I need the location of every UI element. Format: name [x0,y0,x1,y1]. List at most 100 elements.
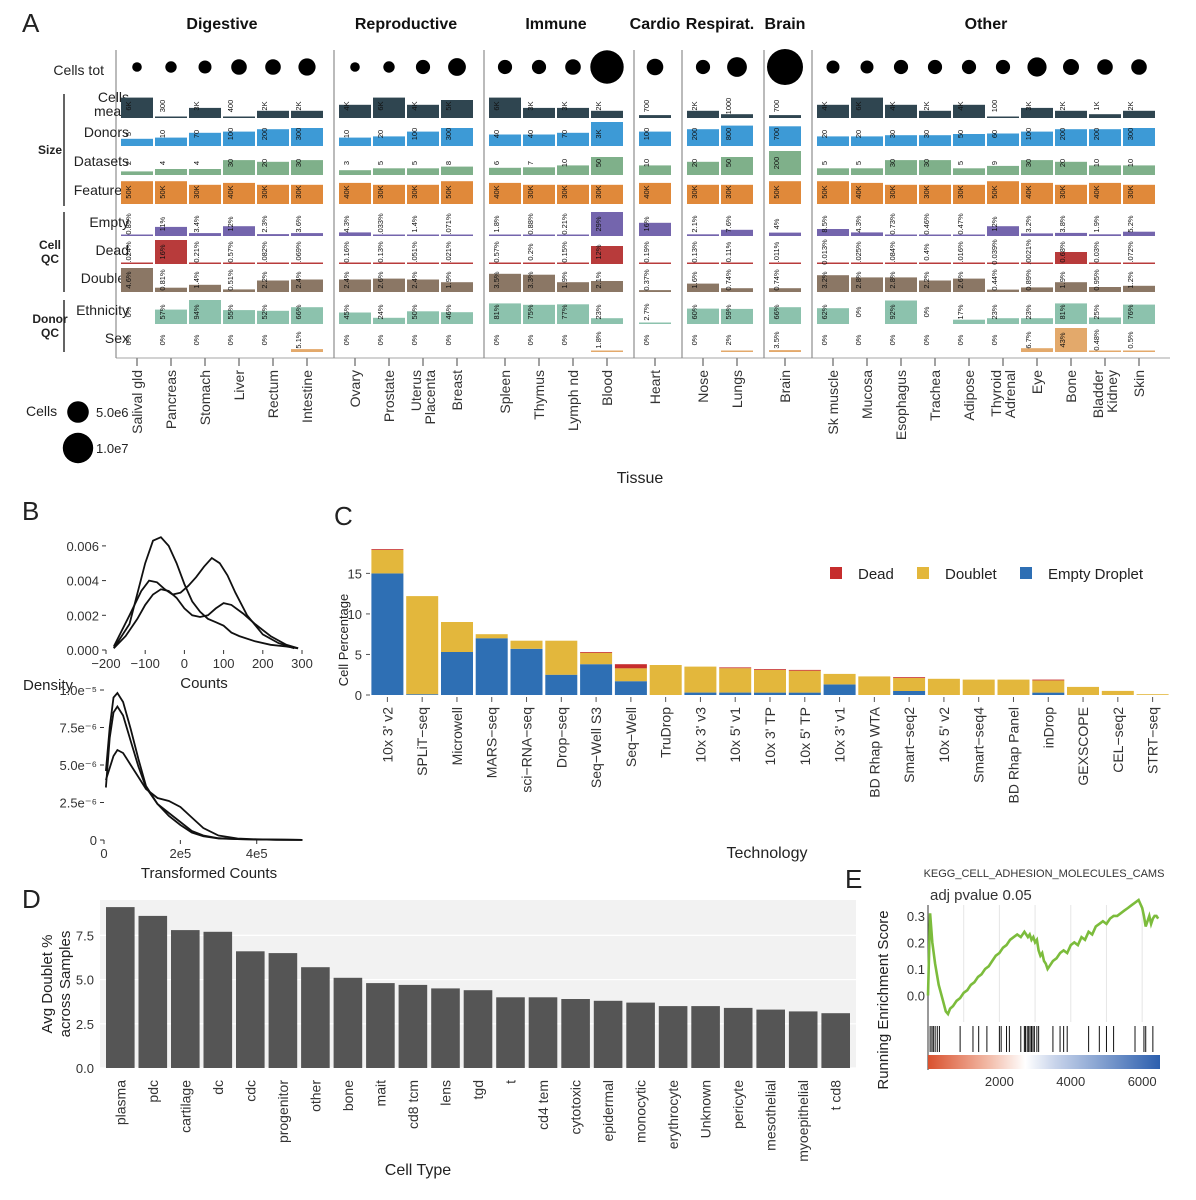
stacked-bar-doublet [893,678,926,691]
cell-value-label: 20 [820,130,829,138]
cell-bar-ethnicity [591,318,623,324]
cells-tot-circle [265,59,281,75]
tissue-label: Bone [1063,370,1079,403]
cell-value-label: 5 [376,161,385,165]
x-tick-label: Smart−seq2 [901,707,917,783]
cell-value-label: 8.5% [820,215,829,232]
tissue-label: Liver [231,370,247,401]
cell-bar-doublet [223,289,255,292]
density-curve [105,748,303,841]
panel-label-b: B [22,496,39,526]
cell-value-label: 4K [342,101,351,110]
cell-value-label: 10 [1126,159,1135,167]
cell-bar-empty [851,232,883,236]
cell-value-label: 0% [158,334,167,345]
cell-value-label: 17% [956,304,965,319]
cell-value-label: 0% [560,334,569,345]
cell-value-label: 1.2% [1126,271,1135,288]
bar-cytotoxic [561,999,590,1068]
cell-value-label: 1.4% [192,271,201,288]
cell-bar-donors [591,122,623,146]
cell-bar-datasets [189,169,221,175]
cell-value-label: 1.8% [492,215,501,232]
cell-value-label: .072% [1126,241,1135,263]
cell-bar-doublet [1123,285,1155,292]
group-header: Cardio [630,16,681,33]
tissue-label: Placenta [422,370,438,425]
density-curve [105,691,303,841]
stacked-bar-doublet [406,596,439,695]
cell-value-label: .069% [294,241,303,263]
row-label-cells-tot: Cells tot [53,62,104,78]
y-axis-title: Avg Doublet % [39,935,56,1034]
cell-bar-datasets [489,167,521,175]
cells-tot-circle [961,59,977,75]
cell-bar-donors [1055,129,1087,146]
cell-bar-ethnicity [407,311,439,324]
cell-value-label: 24% [376,304,385,319]
stacked-bar-doublet [1032,680,1065,693]
y-tick-label: 0.004 [66,574,99,589]
cell-bar-donors [291,128,323,146]
stacked-bar-dead [1032,679,1065,681]
cell-value-label: 700 [642,100,651,113]
cells-tot-circle [1097,59,1113,75]
cell-bar-empty [557,234,589,236]
cell-value-label: 800 [724,128,733,141]
x-tick-label: 10x 5' v2 [936,707,952,763]
x-tick-label: BD Rhap Panel [1005,707,1021,804]
cell-bar-donors [223,131,255,146]
chart-subtitle: adj pvalue 0.05 [930,887,1032,904]
tissue-label: Rectum [265,370,281,418]
legend-swatch [917,567,929,579]
cell-bar-doublet [121,268,153,292]
cell-bar-doublet [189,284,221,292]
tissue-label: Breast [449,370,465,411]
cell-bar-donors [373,136,405,146]
cell-bar-dead [257,262,289,264]
cell-value-label: 0.89% [124,213,133,235]
cell-value-label: 0.5% [1126,331,1135,348]
cell-bar-dead [373,262,405,264]
y-tick-label: 0 [90,833,97,848]
cell-value-label: 5K [444,101,453,110]
cell-value-label: 0% [690,334,699,345]
cell-value-label: .021% [444,241,453,263]
x-tick-label: −100 [131,656,160,671]
x-tick-label: other [307,1080,323,1112]
tissue-label: Prostate [381,370,397,422]
cell-value-label: 94% [192,304,201,319]
cell-bar-features [721,184,753,204]
bar-unknown [691,1006,720,1068]
bar-erythrocyte [658,1006,688,1068]
tissue-label: Bladder [1090,370,1106,419]
stacked-bar-empty-droplet [475,638,508,695]
x-tick-label: bone [340,1080,356,1111]
stacked-bar-doublet [719,668,752,693]
cell-value-label: 4K [410,101,419,110]
panel-d-doublet-bars: 0.0 2.5 5.0 7.5 plasma pdc cartilage dc cdc proge… [39,900,856,1179]
cell-bar-cells_mean [639,115,671,118]
cell-bar-ethnicity [721,308,753,324]
cell-value-label: 0% [410,334,419,345]
cell-value-label: 10 [1092,159,1101,167]
cell-bar-empty [591,212,623,236]
cell-bar-empty [189,233,221,236]
cell-value-label: 300 [444,128,453,141]
cell-value-label: 3K [192,101,201,110]
row-label-datasets: Datasets [74,153,129,169]
x-tick-label: sci−RNA−seq [519,707,535,793]
cell-value-label: 30K [724,185,733,198]
cell-bar-datasets [407,168,439,175]
cell-bar-ethnicity [1055,303,1087,324]
cell-bar-empty [121,234,153,236]
cell-value-label: 12% [990,216,999,231]
cell-value-label: 0.89% [1024,269,1033,291]
cell-bar-datasets [919,160,951,175]
cells-tot-circle [415,59,431,75]
cells-tot-circle [1131,59,1147,75]
tissue-label: Adrenal [1002,370,1018,418]
x-tick-label: 200 [252,656,274,671]
cell-value-label: 10 [642,159,651,167]
cell-value-label: 0% [990,334,999,345]
